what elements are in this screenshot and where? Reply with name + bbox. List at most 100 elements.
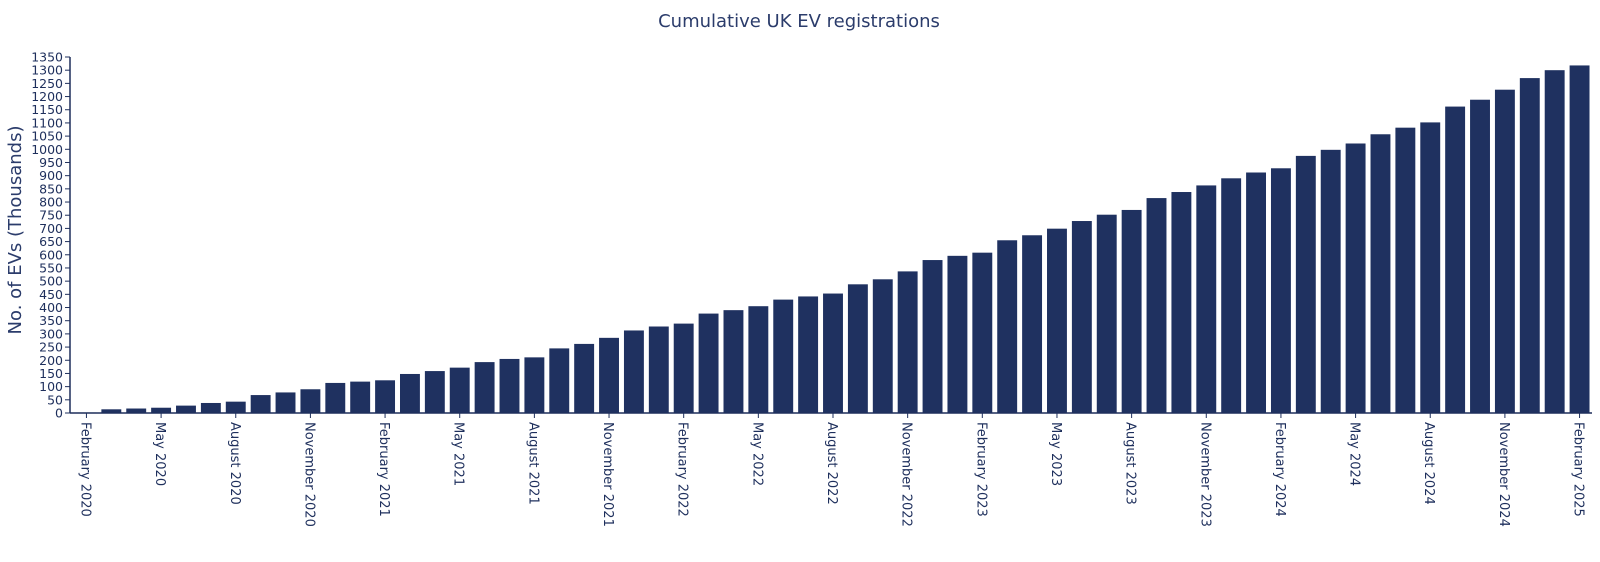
bar: October 2020: 78 [275, 392, 296, 413]
bar: April 2020: 17 [126, 408, 147, 413]
bar-series: February 2020: 2March 2020: 14April 2020… [76, 65, 1590, 414]
y-tick-label: 1250 [31, 76, 63, 91]
bar: May 2022: 405 [748, 306, 769, 413]
y-tick-label: 100 [39, 379, 63, 394]
x-tick-label: February 2024 [1272, 422, 1287, 517]
y-tick-label: 950 [39, 155, 63, 170]
bar: October 2022: 507 [872, 279, 893, 413]
bar: April 2023: 674 [1022, 235, 1043, 413]
x-tick-label: November 2022 [899, 422, 914, 527]
bar: January 2022: 328 [648, 326, 669, 413]
x-tick-label: May 2020 [152, 422, 167, 486]
bar: June 2022: 430 [773, 299, 794, 413]
x-tick-label: February 2022 [675, 422, 690, 517]
y-tick-label: 1000 [31, 142, 63, 157]
y-tick-label: 300 [39, 326, 63, 341]
x-tick-label: August 2021 [525, 422, 540, 505]
x-axis: February 2020 May 2020 August 2020 November… [77, 413, 1586, 527]
x-tick-label: November 2024 [1496, 422, 1511, 527]
x-tick-label: May 2024 [1347, 422, 1362, 486]
bar: March 2023: 655 [997, 240, 1018, 413]
x-tick-label: February 2023 [973, 422, 988, 517]
bar: April 2024: 998 [1320, 149, 1341, 413]
bar: August 2024: 1102 [1420, 122, 1441, 413]
bar: March 2022: 377 [698, 313, 719, 413]
x-tick-label: May 2022 [749, 422, 764, 486]
x-tick-label: February 2025 [1571, 422, 1586, 517]
bar: November 2023: 863 [1196, 185, 1217, 413]
bar: August 2022: 453 [823, 293, 843, 413]
x-tick-label: November 2021 [600, 422, 615, 527]
y-tick-label: 50 [47, 392, 63, 407]
y-tick-label: 1350 [31, 50, 63, 65]
bar: November 2024: 1226 [1494, 89, 1515, 414]
y-tick-label: 850 [39, 181, 63, 196]
bar: January 2025: 1300 [1544, 70, 1565, 414]
bar: April 2021: 159 [424, 371, 445, 413]
y-tick-label: 900 [39, 168, 63, 183]
bar: December 2020: 114 [325, 382, 346, 413]
bar: February 2021: 124 [375, 380, 396, 413]
y-tick-label: 150 [39, 366, 63, 381]
bar: July 2023: 752 [1096, 214, 1117, 413]
bar: February 2025: 1318 [1569, 65, 1590, 414]
bar: January 2024: 912 [1246, 172, 1267, 413]
x-tick-label: February 2020 [77, 422, 92, 517]
bar: August 2020: 43 [225, 401, 246, 413]
y-tick-label: 0 [55, 406, 63, 421]
bar: July 2024: 1082 [1395, 127, 1416, 413]
x-tick-label: November 2020 [301, 422, 316, 527]
bar: March 2021: 148 [399, 373, 420, 413]
bar: December 2024: 1270 [1519, 78, 1540, 413]
bar: November 2021: 285 [599, 337, 619, 413]
bar: May 2020: 20 [151, 407, 172, 413]
bar: October 2023: 838 [1171, 192, 1192, 413]
bar: January 2021: 119 [350, 381, 371, 413]
bar: August 2021: 211 [524, 357, 545, 413]
bar: September 2020: 68 [250, 395, 271, 413]
y-tick-label: 650 [39, 234, 63, 249]
y-tick-label: 1200 [31, 89, 63, 104]
y-tick-label: 200 [39, 353, 63, 368]
bar: January 2023: 596 [947, 255, 968, 413]
bar: March 2024: 975 [1295, 155, 1316, 413]
y-tick-label: 1300 [31, 63, 63, 78]
x-tick-label: February 2021 [376, 422, 391, 517]
bar: June 2020: 28 [176, 405, 196, 413]
y-tick-label: 500 [39, 274, 63, 289]
bar: May 2023: 699 [1047, 228, 1067, 413]
bar: September 2021: 245 [549, 348, 570, 413]
y-tick-label: 1050 [31, 129, 63, 144]
y-tick-label: 800 [39, 195, 63, 210]
x-tick-label: May 2023 [1048, 422, 1063, 486]
bar: April 2022: 390 [723, 310, 744, 413]
bar: November 2022: 537 [897, 271, 918, 413]
bar: July 2022: 442 [798, 296, 819, 413]
bar: July 2021: 205 [499, 358, 520, 413]
x-tick-label: August 2020 [227, 422, 242, 505]
y-tick-label: 550 [39, 260, 63, 275]
y-tick-label: 1100 [31, 115, 63, 130]
x-tick-label: August 2022 [824, 422, 839, 505]
bar: September 2024: 1162 [1445, 106, 1466, 413]
y-tick-label: 700 [39, 221, 63, 236]
bar: May 2021: 172 [449, 367, 470, 413]
y-tick-label: 250 [39, 340, 63, 355]
bar: February 2024: 928 [1270, 168, 1291, 413]
bar: October 2021: 262 [574, 343, 595, 413]
bar: December 2022: 580 [922, 260, 943, 413]
y-tick-label: 1150 [31, 102, 63, 117]
x-tick-label: May 2021 [451, 422, 466, 486]
y-tick-label: 750 [39, 208, 63, 223]
chart-title: Cumulative UK EV registrations [658, 11, 940, 32]
y-axis: 0501001502002503003504004505005506006507… [31, 50, 70, 421]
y-axis-label: No. of EVs (Thousands) [5, 126, 26, 335]
x-tick-label: August 2023 [1123, 422, 1138, 505]
bar: October 2024: 1188 [1470, 99, 1490, 413]
y-tick-label: 450 [39, 287, 63, 302]
bar: June 2024: 1057 [1370, 134, 1391, 413]
bar: June 2023: 728 [1071, 221, 1092, 413]
x-tick-label: November 2023 [1197, 422, 1212, 527]
